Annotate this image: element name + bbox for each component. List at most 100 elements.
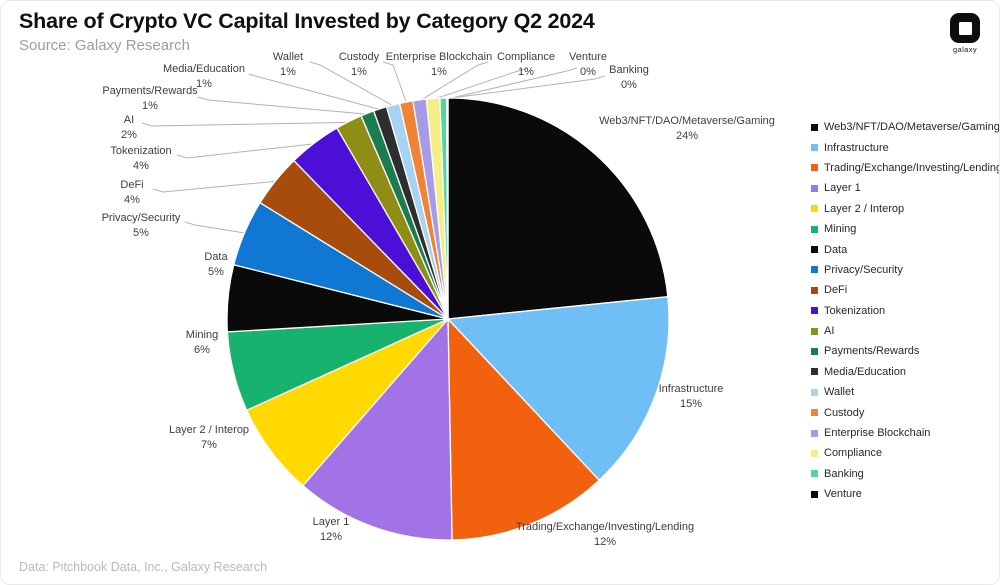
callout-category-name: Layer 1 — [312, 516, 350, 528]
callout-category-name: Banking — [609, 64, 649, 76]
legend-swatch — [811, 286, 818, 294]
pie-slice-0 — [447, 97, 669, 320]
callout-label-16: Compliance 1% — [497, 50, 555, 80]
legend-swatch — [811, 184, 818, 192]
callout-label-12: Media/Education 1% — [163, 62, 245, 92]
callout-category-name: Data — [204, 251, 228, 263]
callout-category-name: Trading/Exchange/Investing/Lending — [515, 521, 695, 533]
callout-category-name: Web3/NFT/DAO/Metaverse/Gaming — [599, 115, 775, 127]
legend-label: Media/Education — [824, 365, 906, 378]
callout-label-5: Mining 6% — [186, 328, 218, 358]
callout-percent-value: 0% — [580, 66, 596, 79]
callout-percent-value: 1% — [351, 66, 367, 79]
callout-percent-value: 1% — [196, 78, 212, 91]
callout-leader-line-15 — [419, 61, 489, 102]
legend-swatch — [811, 205, 818, 213]
legend-label: Mining — [824, 223, 857, 236]
legend-swatch — [811, 246, 818, 254]
legend-item-8: DeFi — [811, 280, 999, 300]
callout-category-name: Mining — [185, 329, 219, 341]
legend-swatch — [811, 327, 818, 335]
legend-label: Custody — [824, 406, 865, 419]
legend-swatch — [811, 388, 818, 396]
callout-label-0: Web3/NFT/DAO/Metaverse/Gaming 24% — [599, 114, 775, 144]
callout-category-name: Layer 2 / Interop — [168, 424, 250, 436]
callout-percent-value: 1% — [280, 66, 296, 79]
callout-label-13: Wallet 1% — [273, 50, 303, 80]
legend-label: Payments/Rewards — [824, 345, 920, 358]
legend-swatch — [811, 490, 818, 498]
legend-label: Tokenization — [824, 304, 886, 317]
callout-category-name: Payments/Rewards — [102, 85, 198, 97]
legend-item-16: Compliance — [811, 443, 999, 463]
galaxy-logo-icon — [950, 13, 980, 43]
legend-item-5: Mining — [811, 219, 999, 239]
callout-label-10: AI 2% — [121, 113, 137, 143]
legend-label: Wallet — [824, 386, 855, 399]
callout-percent-value: 7% — [201, 439, 217, 452]
legend-swatch — [811, 347, 818, 355]
callout-percent-value: 4% — [124, 194, 140, 207]
callout-label-11: Payments/Rewards 1% — [102, 84, 197, 114]
legend: Web3/NFT/DAO/Metaverse/Gaming Infrastruct… — [811, 117, 1000, 504]
callout-label-9: Tokenization 4% — [110, 144, 171, 174]
legend-item-18: Venture — [811, 484, 999, 504]
callout-percent-value: 4% — [133, 160, 149, 173]
callout-label-14: Custody 1% — [339, 50, 379, 80]
legend-item-7: Privacy/Security — [811, 260, 999, 280]
legend-label: Privacy/Security — [824, 263, 903, 276]
legend-item-6: Data — [811, 239, 999, 259]
callout-category-name: Infrastructure — [658, 383, 724, 395]
callout-percent-value: 1% — [142, 100, 158, 113]
callout-label-18: Venture 0% — [569, 50, 607, 80]
callout-label-15: Enterprise Blockchain 1% — [386, 50, 492, 80]
legend-label: AI — [824, 325, 835, 338]
callout-leader-line-17 — [443, 75, 606, 100]
callout-category-name: Enterprise Blockchain — [385, 51, 493, 63]
legend-item-4: Layer 2 / Interop — [811, 199, 999, 219]
pie-slice-3 — [301, 317, 453, 541]
legend-swatch — [811, 123, 818, 131]
callout-percent-value: 1% — [431, 66, 447, 79]
callout-category-name: Media/Education — [163, 63, 245, 75]
callout-leader-line-18 — [447, 67, 578, 100]
legend-label: Banking — [824, 467, 864, 480]
legend-label: Trading/Exchange/Investing/Lending — [824, 161, 1000, 174]
callout-percent-value: 2% — [121, 129, 137, 142]
callout-label-1: Infrastructure 15% — [659, 382, 724, 412]
callout-leader-line-7 — [184, 221, 246, 234]
callout-label-4: Layer 2 / Interop 7% — [169, 423, 249, 453]
legend-item-14: Custody — [811, 402, 999, 422]
callout-leader-line-8 — [152, 180, 277, 193]
legend-item-1: Infrastructure — [811, 137, 999, 157]
legend-swatch — [811, 470, 818, 478]
legend-swatch — [811, 409, 818, 417]
callout-label-6: Data 5% — [204, 250, 227, 280]
callout-percent-value: 6% — [194, 344, 210, 357]
pie-slice-1 — [446, 295, 670, 482]
callout-category-name: Privacy/Security — [101, 212, 181, 224]
source-label: Source: Galaxy Research — [19, 37, 190, 54]
legend-label: Data — [824, 243, 848, 256]
legend-label: DeFi — [824, 284, 848, 297]
callout-leader-line-12 — [248, 73, 381, 111]
legend-item-13: Wallet — [811, 382, 999, 402]
legend-item-10: AI — [811, 321, 999, 341]
legend-swatch — [811, 266, 818, 274]
legend-item-0: Web3/NFT/DAO/Metaverse/Gaming — [811, 117, 999, 137]
callout-percent-value: 24% — [675, 130, 699, 143]
callout-category-name: Compliance — [496, 51, 556, 63]
legend-item-3: Layer 1 — [811, 178, 999, 198]
legend-item-9: Tokenization — [811, 301, 999, 321]
callout-label-3: Layer 1 12% — [313, 515, 350, 545]
legend-item-2: Trading/Exchange/Investing/Lending — [811, 158, 1000, 178]
callout-percent-value: 0% — [621, 79, 637, 92]
legend-swatch — [811, 368, 818, 376]
callout-leader-line-9 — [176, 143, 316, 159]
pie-slice-18 — [445, 97, 449, 320]
callout-label-2: Trading/Exchange/Investing/Lending 12% — [516, 520, 694, 550]
galaxy-logo-square — [958, 21, 972, 35]
legend-item-11: Payments/Rewards — [811, 341, 999, 361]
